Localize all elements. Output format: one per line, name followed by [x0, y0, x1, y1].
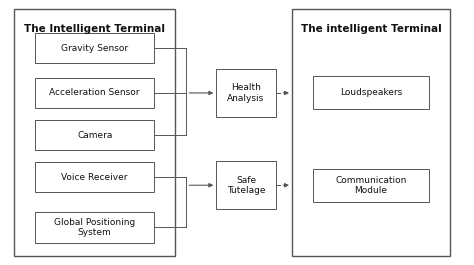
Text: Gravity Sensor: Gravity Sensor — [61, 44, 128, 53]
Text: Communication
Module: Communication Module — [335, 175, 407, 195]
FancyBboxPatch shape — [312, 77, 429, 109]
FancyBboxPatch shape — [292, 8, 450, 257]
FancyBboxPatch shape — [14, 8, 175, 257]
FancyBboxPatch shape — [35, 162, 155, 192]
Text: Health
Analysis: Health Analysis — [228, 83, 264, 103]
FancyBboxPatch shape — [312, 169, 429, 202]
Text: Safe
Tutelage: Safe Tutelage — [227, 175, 265, 195]
FancyBboxPatch shape — [35, 120, 155, 150]
Text: The intelligent Terminal: The intelligent Terminal — [301, 24, 442, 34]
Text: The Intelligent Terminal: The Intelligent Terminal — [24, 24, 164, 34]
Text: Voice Receiver: Voice Receiver — [62, 173, 128, 182]
Text: Loudspeakers: Loudspeakers — [340, 89, 402, 98]
FancyBboxPatch shape — [216, 161, 276, 209]
FancyBboxPatch shape — [35, 78, 155, 108]
Text: Acceleration Sensor: Acceleration Sensor — [49, 89, 140, 98]
FancyBboxPatch shape — [35, 212, 155, 242]
FancyBboxPatch shape — [216, 69, 276, 117]
FancyBboxPatch shape — [35, 33, 155, 63]
Text: Global Positioning
System: Global Positioning System — [54, 218, 136, 237]
Text: Camera: Camera — [77, 131, 112, 140]
